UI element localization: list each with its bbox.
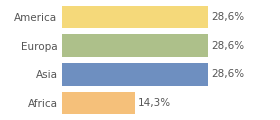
Text: 14,3%: 14,3% [137,98,171,108]
Text: 28,6%: 28,6% [211,41,244,51]
Text: 28,6%: 28,6% [211,12,244,22]
Text: 28,6%: 28,6% [211,69,244,79]
Bar [62,63,208,86]
Bar [62,34,208,57]
Bar [62,6,208,28]
Bar [62,92,135,114]
